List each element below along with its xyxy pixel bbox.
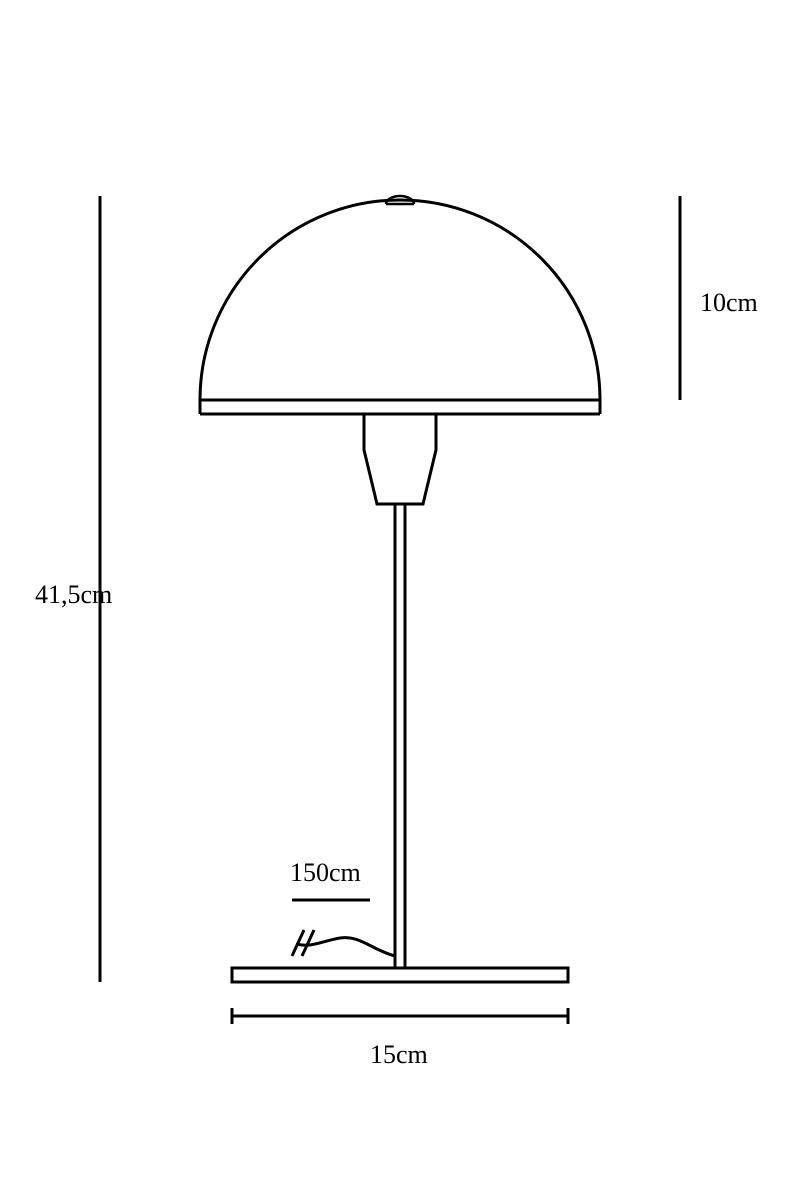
label-cord-length: 150cm <box>290 858 361 888</box>
lamp-shade-dome <box>200 200 600 400</box>
diagram-canvas: 41,5cm 10cm 15cm 150cm <box>0 0 800 1200</box>
lamp-drawing <box>0 0 800 1200</box>
label-total-height: 41,5cm <box>35 580 112 610</box>
lamp-socket <box>364 414 436 504</box>
label-shade-height: 10cm <box>700 288 758 318</box>
lamp-base <box>232 968 568 982</box>
label-base-width: 15cm <box>370 1040 428 1070</box>
